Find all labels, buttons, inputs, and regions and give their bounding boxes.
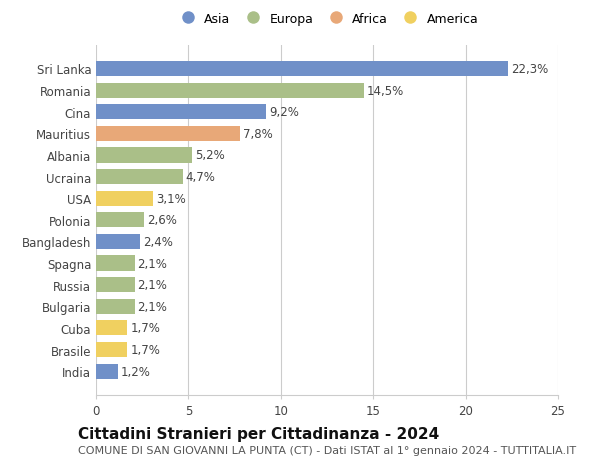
Text: 2,1%: 2,1%: [137, 279, 167, 291]
Text: 5,2%: 5,2%: [195, 149, 224, 162]
Text: 2,1%: 2,1%: [137, 300, 167, 313]
Bar: [96, 105, 266, 120]
Bar: [96, 148, 192, 163]
Text: 1,7%: 1,7%: [130, 343, 160, 356]
Bar: [96, 213, 144, 228]
Text: 9,2%: 9,2%: [269, 106, 299, 119]
Bar: [96, 342, 127, 357]
Bar: [96, 364, 118, 379]
Text: 2,1%: 2,1%: [137, 257, 167, 270]
Text: 3,1%: 3,1%: [156, 192, 186, 205]
Text: 2,6%: 2,6%: [147, 214, 176, 227]
Bar: [96, 170, 183, 185]
Bar: [96, 127, 240, 141]
Text: 1,2%: 1,2%: [121, 365, 151, 378]
Text: 2,4%: 2,4%: [143, 235, 173, 248]
Text: COMUNE DI SAN GIOVANNI LA PUNTA (CT) - Dati ISTAT al 1° gennaio 2024 - TUTTITALI: COMUNE DI SAN GIOVANNI LA PUNTA (CT) - D…: [78, 445, 576, 455]
Text: 4,7%: 4,7%: [185, 171, 215, 184]
Bar: [96, 299, 135, 314]
Legend: Asia, Europa, Africa, America: Asia, Europa, Africa, America: [173, 10, 481, 28]
Bar: [96, 235, 140, 249]
Text: 14,5%: 14,5%: [367, 84, 404, 97]
Text: 22,3%: 22,3%: [511, 63, 548, 76]
Bar: [96, 62, 508, 77]
Text: 1,7%: 1,7%: [130, 322, 160, 335]
Text: 7,8%: 7,8%: [243, 128, 272, 140]
Bar: [96, 321, 127, 336]
Bar: [96, 191, 153, 206]
Bar: [96, 84, 364, 98]
Bar: [96, 256, 135, 271]
Text: Cittadini Stranieri per Cittadinanza - 2024: Cittadini Stranieri per Cittadinanza - 2…: [78, 426, 439, 441]
Bar: [96, 278, 135, 292]
